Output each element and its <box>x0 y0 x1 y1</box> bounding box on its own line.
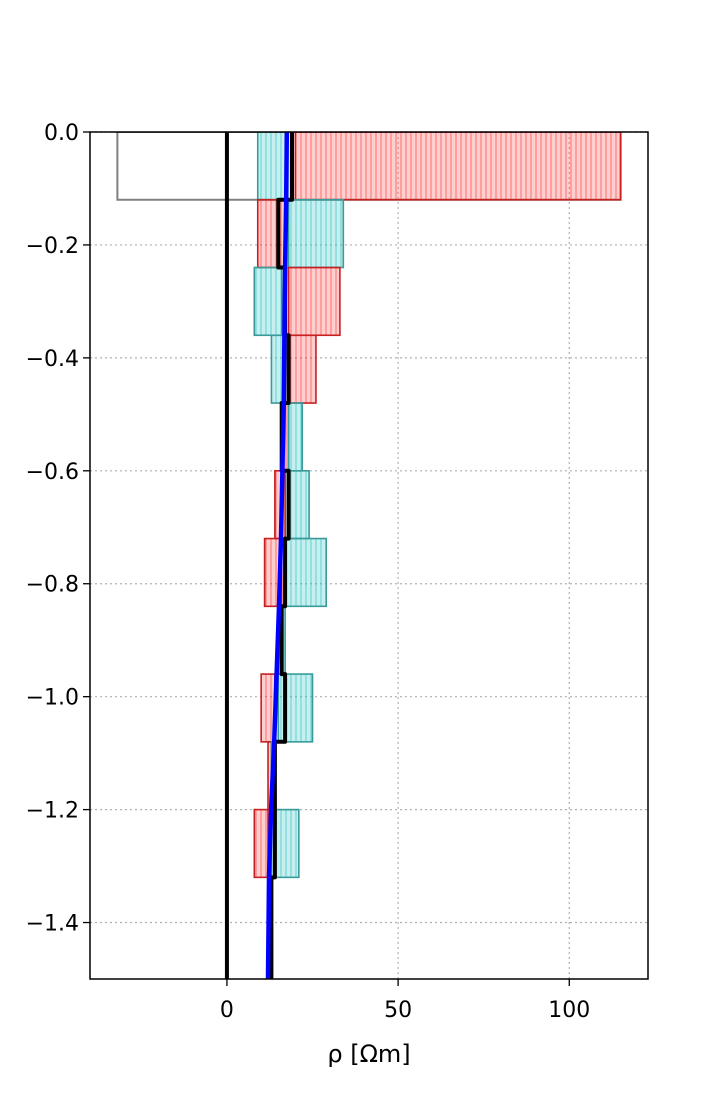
red-uncertainty-box <box>287 334 317 404</box>
uncertainty-boxes <box>116 132 622 879</box>
axis-ticks: 0 50 100 0.0 −0.2 −0.4 −0.6 −0.8 −1.0 −1.2 −1.4 <box>26 121 591 1023</box>
red-uncertainty-box <box>294 132 622 201</box>
plot-frame <box>89 131 649 980</box>
x-tick-label: 100 <box>548 998 590 1023</box>
cyan-uncertainty-box <box>284 537 328 608</box>
red-uncertainty-box <box>253 808 269 879</box>
red-uncertainty-box <box>287 266 341 337</box>
cyan-uncertainty-box <box>253 266 283 337</box>
cyan-uncertainty-box <box>287 198 345 269</box>
y-tick-label: −0.2 <box>26 234 79 259</box>
cyan-uncertainty-box <box>287 469 310 540</box>
blue-model-series <box>265 132 290 979</box>
cyan-uncertainty-box <box>287 402 304 472</box>
y-tick-label: −0.4 <box>26 347 79 372</box>
y-tick-label: −0.8 <box>26 573 79 598</box>
series-lines <box>224 132 294 979</box>
x-tick-label: 50 <box>384 998 412 1023</box>
y-tick-label: −1.2 <box>26 799 79 824</box>
plot-area <box>116 132 622 979</box>
y-tick-label: −0.6 <box>26 460 79 485</box>
x-tick-label: 0 <box>220 998 234 1023</box>
red-uncertainty-box <box>256 198 286 269</box>
y-tick-label: 0.0 <box>44 121 79 146</box>
y-tick-label: −1.4 <box>26 912 79 937</box>
y-tick-label: −1.0 <box>26 686 79 711</box>
x-axis-label: ρ [Ωm] <box>327 1040 410 1068</box>
grid <box>90 131 648 979</box>
